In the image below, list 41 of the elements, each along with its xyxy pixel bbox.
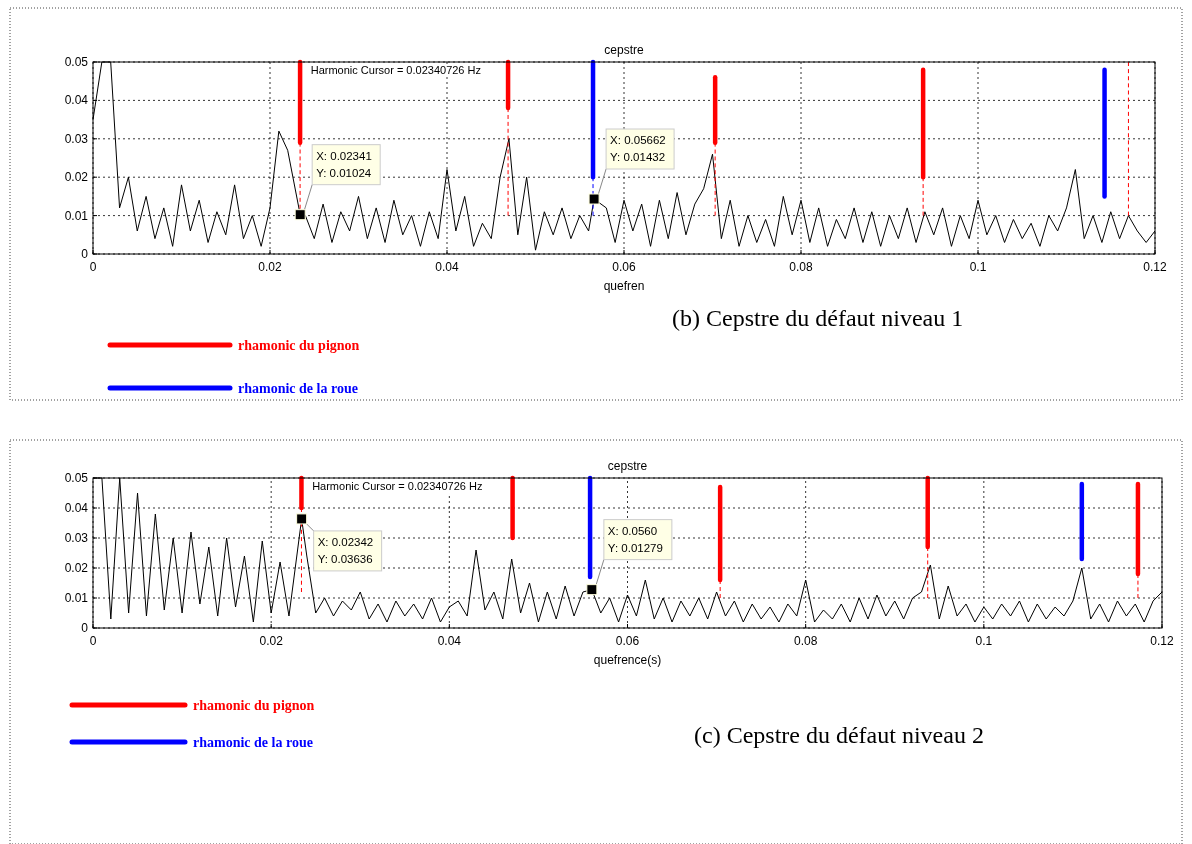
x-tick-label: 0.06 (612, 260, 636, 274)
y-tick-label: 0.05 (64, 55, 89, 69)
text: rhamonic de la roue (238, 381, 358, 396)
y-tick-label: 0.05 (64, 471, 89, 485)
annotation: X: 0.05662 Y: 0.01432 (610, 134, 666, 164)
y-tick-label: 0.03 (64, 131, 89, 146)
chart-title: cepstre (604, 43, 644, 57)
y-tick-label: 0 (81, 621, 89, 635)
x-tick-label: 0.1 (969, 260, 987, 274)
text: (b) Cepstre du défaut niveau 1 (672, 305, 964, 331)
annotation: Harmonic Cursor = 0.02340726 Hz (310, 64, 481, 76)
annotation: X: 0.02341 Y: 0.01024 (316, 149, 372, 179)
x-tick-label: 0.02 (258, 260, 282, 274)
x-tick-label: 0.08 (793, 634, 818, 648)
text: rhamonic de la roue (193, 735, 313, 750)
x-tick-label: 0.12 (1150, 634, 1174, 648)
x-tick-label: 0.12 (1143, 260, 1167, 274)
y-tick-label: 0.01 (64, 591, 89, 605)
y-tick-label: 0.03 (64, 531, 89, 545)
chart-title: cepstre (607, 459, 648, 473)
x-tick-label: 0.06 (615, 634, 640, 648)
annotation: X: 0.02342 Y: 0.03636 (317, 535, 374, 565)
text: rhamonic du pignon (238, 338, 360, 353)
x-tick-label: 0.02 (259, 634, 284, 648)
y-tick-label: 0.04 (64, 93, 89, 108)
y-tick-label: 0.04 (64, 501, 89, 515)
annotation: X: 0.0560 Y: 0.01279 (607, 524, 663, 554)
text: (c) Cepstre du défaut niveau 2 (694, 722, 984, 748)
text: rhamonic du pignon (193, 698, 315, 713)
x-tick-label: 0.08 (789, 260, 813, 274)
x-axis-title: quefrence(s) (593, 653, 662, 667)
x-tick-label: 0.04 (435, 260, 459, 274)
x-tick-label: 0.04 (437, 634, 462, 648)
y-tick-label: 0.02 (64, 170, 89, 185)
x-tick-label: 0.1 (975, 634, 993, 648)
y-tick-label: 0.01 (64, 208, 89, 223)
annotation: Harmonic Cursor = 0.02340726 Hz (312, 480, 483, 492)
x-axis-title: quefren (603, 279, 645, 293)
y-tick-label: 0 (81, 247, 89, 261)
line-series (92, 61, 1156, 251)
y-tick-label: 0.02 (64, 561, 89, 575)
